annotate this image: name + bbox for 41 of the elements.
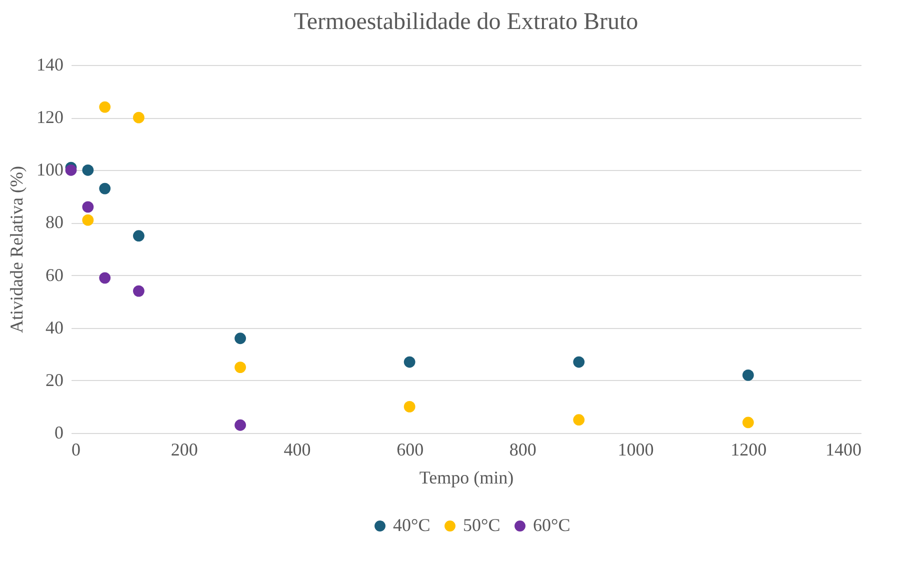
- x-tick-label: 600: [396, 440, 424, 460]
- chart-title: Termoestabilidade do Extrato Bruto: [294, 9, 638, 35]
- point: [404, 356, 416, 368]
- y-tick-label: 120: [36, 107, 64, 128]
- x-tick-label: 200: [170, 440, 198, 460]
- point: [82, 214, 94, 226]
- x-axis-title: Tempo (min): [419, 468, 514, 488]
- x-tick-label: 400: [284, 440, 311, 460]
- y-tick-label: 140: [36, 54, 64, 74]
- point: [573, 356, 585, 368]
- legend-label: 40°C: [393, 515, 430, 535]
- point: [99, 101, 111, 113]
- legend-label: 50°C: [463, 515, 500, 535]
- point: [133, 285, 144, 297]
- x-tick-label: 0: [72, 440, 80, 460]
- x-tick-label: 1000: [618, 440, 654, 460]
- y-tick-label: 80: [46, 212, 64, 232]
- x-tick-label: 1200: [730, 440, 767, 460]
- point: [99, 182, 111, 194]
- point: [82, 201, 94, 213]
- y-axis-title: Atividade Relativa (%): [6, 166, 26, 333]
- y-tick-label: 100: [36, 160, 64, 180]
- point: [234, 362, 246, 373]
- point: [742, 416, 754, 428]
- point: [404, 401, 416, 412]
- point: [133, 112, 144, 124]
- point: [65, 164, 77, 176]
- point: [742, 369, 754, 381]
- point: [99, 272, 111, 284]
- x-tick-label: 1400: [826, 440, 862, 460]
- point: [133, 230, 144, 242]
- y-tick-label: 40: [46, 317, 64, 338]
- point: [234, 419, 246, 431]
- y-tick-label: 20: [46, 370, 64, 390]
- point: [82, 164, 94, 176]
- y-tick-label: 60: [46, 264, 64, 285]
- y-tick-label: 0: [54, 422, 64, 442]
- point: [234, 332, 246, 344]
- point: [573, 414, 585, 426]
- x-tick-label: 800: [509, 440, 536, 460]
- legend-label: 60°C: [533, 515, 570, 535]
